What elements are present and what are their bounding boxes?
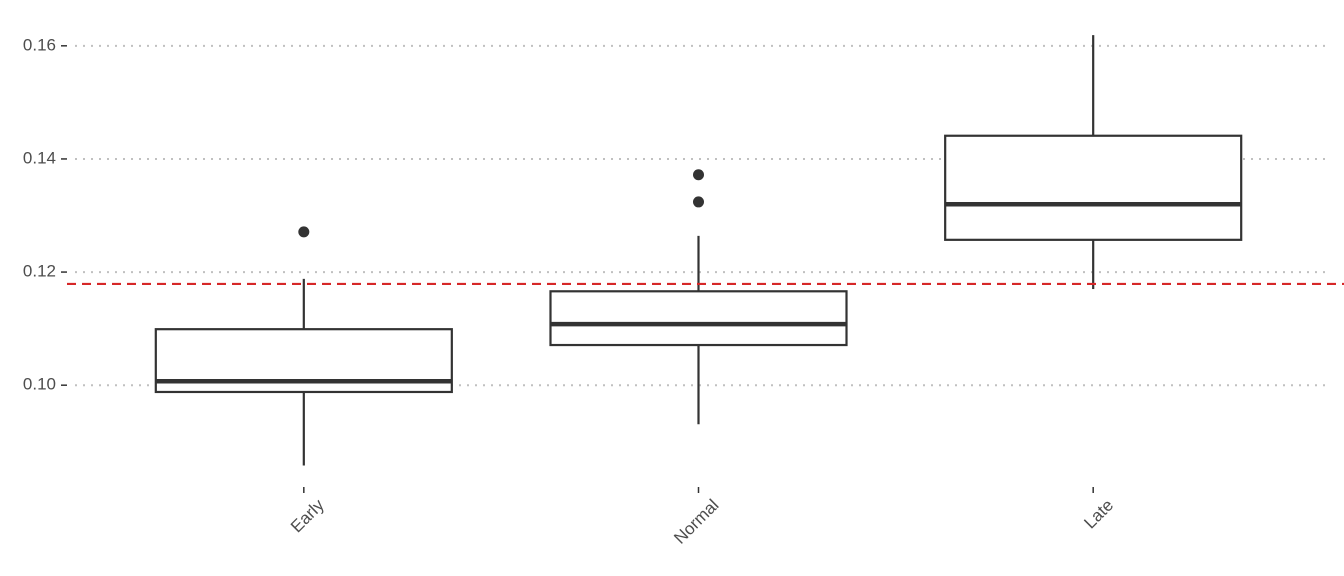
y-tick-label: 0.12 xyxy=(23,262,56,281)
y-tick-label: 0.10 xyxy=(23,375,56,394)
box xyxy=(944,134,1243,241)
y-tick-label: 0.16 xyxy=(23,35,56,54)
outlier xyxy=(298,226,310,238)
x-tick-label: Normal xyxy=(670,496,722,548)
x-tick-label: Late xyxy=(1080,496,1117,533)
y-tick-label: 0.14 xyxy=(23,148,56,167)
outlier xyxy=(693,169,704,181)
outlier xyxy=(693,196,704,208)
x-tick-label: Early xyxy=(287,495,328,536)
box xyxy=(549,290,848,347)
